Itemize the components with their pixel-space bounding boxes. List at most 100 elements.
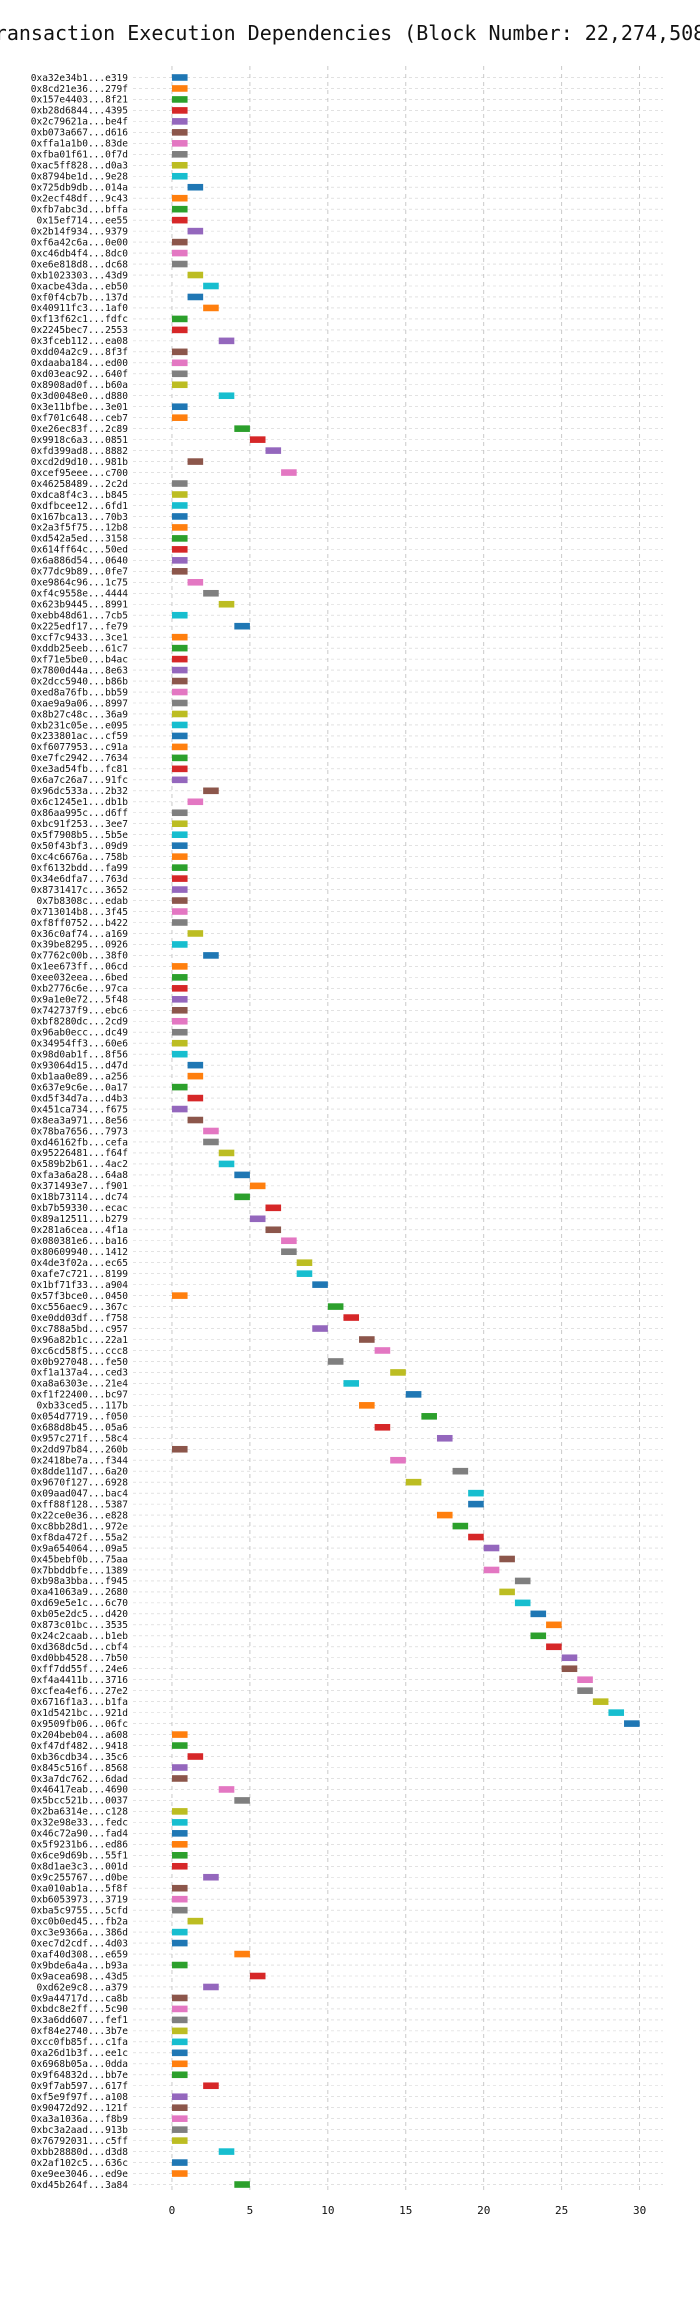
y-tick-label: 0xb28d6844...4395 [31, 106, 128, 117]
y-tick-label: 0xb231c05e...e095 [31, 720, 128, 731]
bar [187, 930, 204, 937]
bar [265, 1226, 282, 1234]
bar [171, 908, 188, 915]
y-tick-label: 0xe6e818d8...dc68 [31, 259, 129, 270]
bar [187, 1753, 204, 1760]
bar [171, 96, 188, 103]
y-tick-labels: 0xa32e34b1...e3190x8cd21e36...279f0x157e… [31, 73, 129, 2191]
bar [577, 1687, 593, 1694]
y-tick-label: 0xd62e9c8...a379 [36, 1982, 128, 1993]
bar [171, 919, 188, 926]
bar [234, 1171, 250, 1179]
y-tick-label: 0xd03eac92...640f [31, 369, 128, 380]
y-tick-label: 0x46c72a90...fad4 [31, 1829, 129, 1840]
bar [483, 1566, 500, 1574]
bar [561, 1654, 578, 1662]
bar [203, 1983, 219, 1991]
y-tick-label: 0xebb48d61...7cb5 [31, 611, 128, 622]
y-tick-label: 0x7762c00b...38f0 [31, 951, 129, 962]
y-tick-label: 0x98d0ab1f...8f56 [31, 1049, 129, 1060]
bar [171, 974, 188, 981]
bar [171, 2016, 188, 2024]
bar [281, 1248, 297, 1256]
y-tick-label: 0xdfbcee12...6fd1 [31, 501, 129, 512]
y-tick-label: 0x2dd97b84...260b [31, 1445, 129, 1456]
y-tick-label: 0x40911fc3...1af0 [31, 303, 129, 314]
grid-lines [133, 66, 663, 2190]
y-tick-label: 0x1d5421bc...921d [31, 1708, 128, 1719]
bar [171, 1445, 188, 1453]
x-tick-label: 20 [477, 2204, 490, 2217]
y-tick-label: 0xee032eea...6bed [31, 973, 128, 984]
y-tick-label: 0xf47df482...9418 [31, 1741, 129, 1752]
y-tick-label: 0x6a7c26a7...91fc [31, 775, 128, 786]
bar [171, 1764, 188, 1771]
bar [171, 2038, 188, 2046]
bar [561, 1665, 578, 1673]
bar [203, 1873, 219, 1881]
x-tick-label: 25 [555, 2204, 568, 2217]
bar [218, 600, 235, 608]
y-tick-label: 0xfba01f61...0f7d [31, 150, 128, 161]
bar [171, 776, 188, 784]
bar [171, 107, 188, 114]
bar [187, 1917, 204, 1925]
y-tick-label: 0xff88f128...5387 [31, 1499, 128, 1510]
y-tick-label: 0xd45b264f...3a84 [31, 2180, 129, 2191]
bar [468, 1489, 484, 1497]
y-tick-label: 0xe3ad54fb...fc81 [31, 764, 129, 775]
y-tick-label: 0xc788a5bd...c957 [31, 1324, 128, 1335]
x-tick-labels: 0 5 10 15 20 25 30 [169, 2204, 647, 2217]
bar [374, 1347, 391, 1354]
bar [171, 1731, 188, 1738]
y-tick-label: 0x3a6dd607...fef1 [31, 2015, 129, 2026]
y-tick-label: 0xafe7c721...8199 [31, 1269, 129, 1280]
y-tick-label: 0x2418be7a...f344 [31, 1456, 129, 1467]
y-tick-label: 0xb1aa0e89...a256 [31, 1071, 129, 1082]
bar [171, 754, 188, 762]
bar [187, 579, 204, 586]
bar [171, 842, 188, 849]
bar [171, 666, 188, 674]
y-tick-label: 0x9a44717d...ca8b [31, 1993, 129, 2004]
y-tick-label: 0x77dc9b89...0fe7 [31, 567, 128, 578]
bar [171, 568, 188, 575]
bar [203, 282, 219, 290]
y-tick-label: 0xe9ee3046...ed9e [31, 2169, 129, 2180]
chart-title: Transaction Execution Dependencies (Bloc… [0, 21, 700, 45]
bar [265, 447, 282, 454]
x-tick-label: 15 [399, 2204, 412, 2217]
bar [171, 172, 188, 180]
y-tick-label: 0x8ea3a971...8e56 [31, 1115, 129, 1126]
y-tick-label: 0xf1a137a4...ced3 [31, 1368, 128, 1379]
bar [203, 787, 219, 795]
y-tick-label: 0xf0f4cb7b...137d [31, 292, 128, 303]
y-tick-label: 0x80609940...1412 [31, 1247, 128, 1258]
y-tick-label: 0x0b927048...fe50 [31, 1357, 129, 1368]
y-tick-label: 0xd368dc5d...cbf4 [31, 1642, 129, 1653]
bar [171, 963, 188, 970]
bar [499, 1555, 515, 1563]
y-tick-label: 0xa32e34b1...e319 [31, 73, 129, 84]
bar [218, 1149, 235, 1157]
y-tick-label: 0xfb7abc3d...bffa [31, 204, 128, 215]
y-tick-label: 0x95226481...f64f [31, 1148, 128, 1159]
y-tick-label: 0x96a82b1c...22a1 [31, 1335, 129, 1346]
bar [171, 85, 188, 92]
y-tick-label: 0x054d7719...f050 [31, 1412, 129, 1423]
bar [171, 1775, 188, 1782]
bar [281, 1237, 297, 1245]
y-tick-label: 0xbc91f253...3ee7 [31, 819, 128, 830]
y-tick-label: 0xc46db4f4...8dc0 [31, 248, 129, 259]
bar [218, 337, 235, 345]
bar [359, 1402, 375, 1409]
y-tick-label: 0xb073a667...d616 [31, 128, 129, 139]
y-tick-label: 0x9a654064...09a5 [31, 1543, 128, 1554]
y-tick-label: 0xf84e2740...3b7e [31, 2026, 129, 2037]
y-tick-label: 0x8cd21e36...279f [31, 84, 128, 95]
y-tick-label: 0xb98a3bba...f945 [31, 1576, 128, 1587]
y-tick-label: 0x6c1245e1...db1b [31, 797, 129, 808]
bars [171, 74, 640, 2188]
bar [187, 1061, 204, 1069]
bar [171, 1050, 188, 1058]
